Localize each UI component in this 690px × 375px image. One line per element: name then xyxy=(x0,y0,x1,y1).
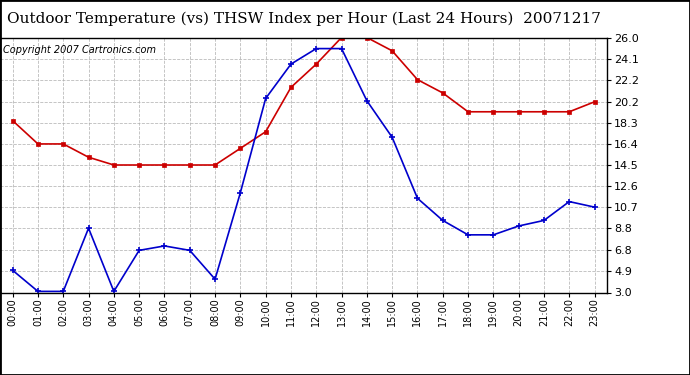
Text: Copyright 2007 Cartronics.com: Copyright 2007 Cartronics.com xyxy=(3,45,156,55)
Text: Outdoor Temperature (vs) THSW Index per Hour (Last 24 Hours)  20071217: Outdoor Temperature (vs) THSW Index per … xyxy=(7,11,600,26)
